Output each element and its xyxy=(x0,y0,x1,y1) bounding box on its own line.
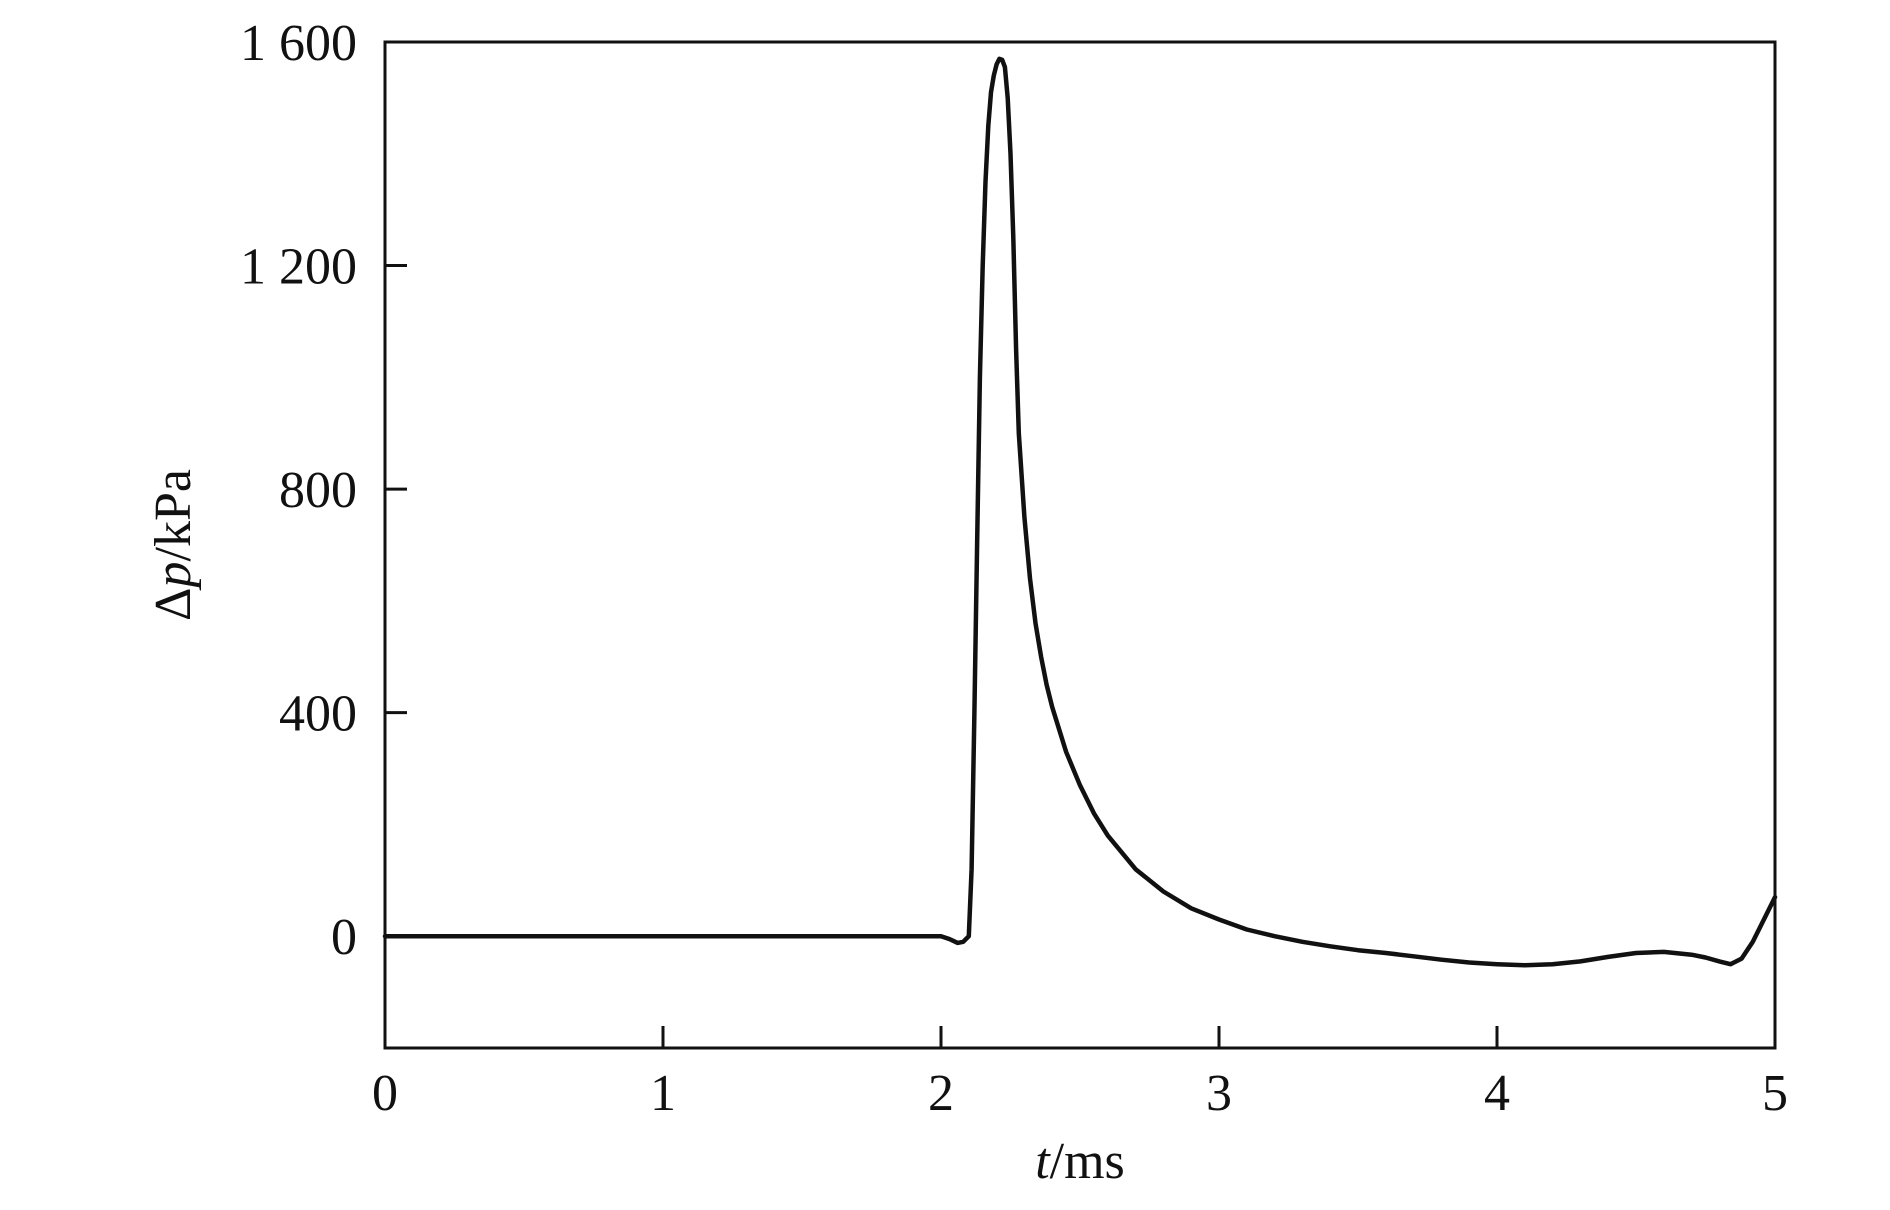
y-tick-label: 1 200 xyxy=(240,239,357,296)
x-axis-title: t/ms xyxy=(1035,1133,1125,1190)
y-axis-tick-labels: 0 400 800 1 200 1 600 xyxy=(240,15,357,966)
x-tick-label: 4 xyxy=(1484,1065,1510,1122)
x-axis-unit: /ms xyxy=(1050,1133,1125,1190)
x-axis-ticks xyxy=(383,1026,1777,1048)
y-axis-unit: /kPa xyxy=(145,469,202,561)
x-axis-tick-labels: 0 1 2 3 4 5 xyxy=(372,1065,1788,1122)
y-tick-label: 800 xyxy=(279,462,357,519)
y-axis-ticks xyxy=(385,40,407,938)
x-tick-label: 0 xyxy=(372,1065,398,1122)
pressure-series-line xyxy=(382,56,1778,968)
y-tick-label: 1 600 xyxy=(240,15,357,72)
plot-frame xyxy=(383,40,1777,1050)
x-axis-var: t xyxy=(1035,1133,1051,1190)
x-tick-label: 5 xyxy=(1762,1065,1788,1122)
x-tick-label: 3 xyxy=(1206,1065,1232,1122)
y-tick-label: 400 xyxy=(279,686,357,743)
y-axis-var: p xyxy=(145,562,202,592)
x-tick-label: 2 xyxy=(928,1065,954,1122)
y-axis-title: Δp/kPa xyxy=(145,469,202,621)
x-tick-label: 1 xyxy=(650,1065,676,1122)
y-axis-prefix: Δ xyxy=(145,588,202,621)
y-tick-label: 0 xyxy=(331,909,357,966)
